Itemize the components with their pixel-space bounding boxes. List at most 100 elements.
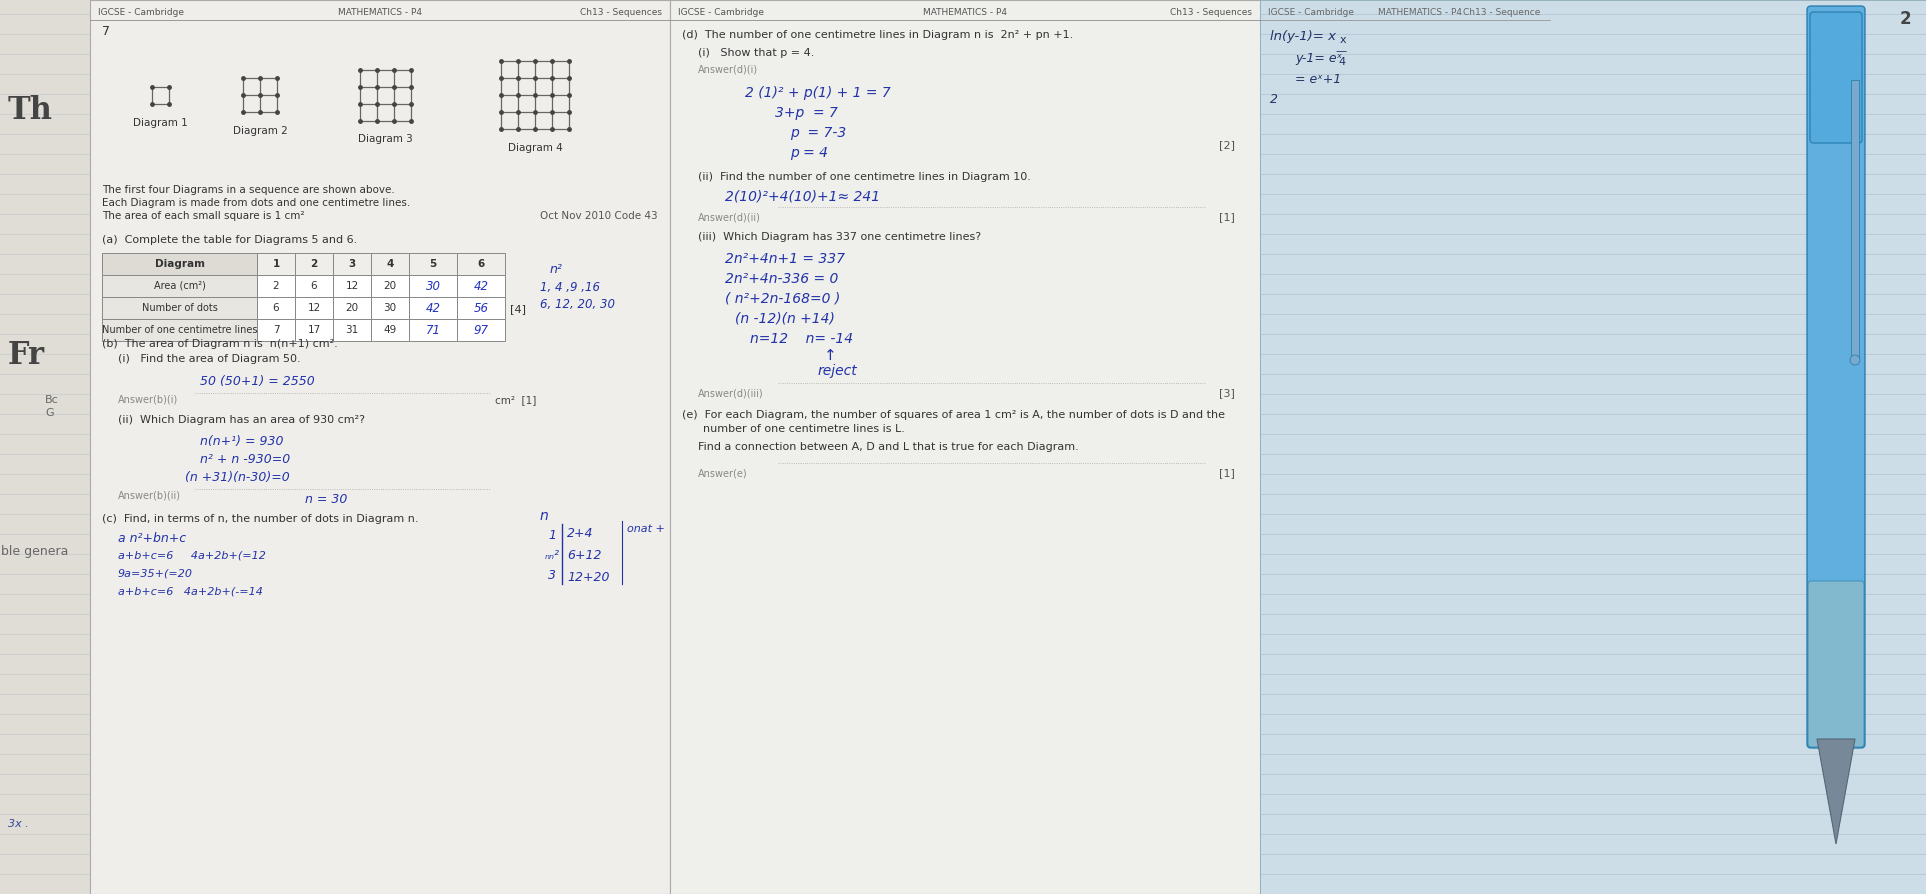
Bar [256, 275, 295, 297]
Text: (b)  The area of Diagram n is  n(n+1) cm².: (b) The area of Diagram n is n(n+1) cm². [102, 339, 337, 349]
Text: 20: 20 [345, 303, 358, 313]
Text: MATHEMATICS - P4: MATHEMATICS - P4 [1377, 8, 1462, 17]
Text: 42: 42 [474, 280, 489, 292]
Text: 3x .: 3x . [8, 819, 29, 829]
Text: Diagram 3: Diagram 3 [358, 134, 412, 145]
Text: IGCSE - Cambridge: IGCSE - Cambridge [1267, 8, 1354, 17]
Text: cm²  [1]: cm² [1] [495, 395, 535, 405]
Text: Bc: Bc [44, 395, 60, 405]
Text: 31: 31 [345, 325, 358, 335]
Text: 2+4: 2+4 [566, 527, 593, 540]
Text: Find a connection between A, D and L that is true for each Diagram.: Find a connection between A, D and L tha… [697, 442, 1079, 452]
Bar [456, 275, 505, 297]
Text: The first four Diagrams in a sequence are shown above.: The first four Diagrams in a sequence ar… [102, 185, 395, 195]
Text: 71: 71 [426, 324, 441, 336]
Bar [295, 253, 333, 275]
Text: Answer(d)(iii): Answer(d)(iii) [697, 388, 763, 398]
Text: (c)  Find, in terms of n, the number of dots in Diagram n.: (c) Find, in terms of n, the number of d… [102, 514, 418, 524]
Text: (n +31)(n-30)=0: (n +31)(n-30)=0 [185, 471, 289, 484]
Text: (ii)  Find the number of one centimetre lines in Diagram 10.: (ii) Find the number of one centimetre l… [697, 172, 1030, 182]
Text: 97: 97 [474, 324, 489, 336]
Text: Ch13 - Sequences: Ch13 - Sequences [580, 8, 663, 17]
Text: Answer(e): Answer(e) [697, 468, 747, 478]
Text: Number of dots: Number of dots [143, 303, 218, 313]
Text: 12: 12 [308, 303, 320, 313]
Text: n(n+¹) = 930: n(n+¹) = 930 [200, 435, 283, 448]
Text: IGCSE - Cambridge: IGCSE - Cambridge [678, 8, 765, 17]
Text: Diagram: Diagram [154, 259, 204, 269]
Bar [670, 0, 1260, 894]
Text: ↑: ↑ [824, 348, 836, 363]
Text: (ii)  Which Diagram has an area of 930 cm²?: (ii) Which Diagram has an area of 930 cm… [117, 415, 366, 425]
Text: (iii)  Which Diagram has 337 one centimetre lines?: (iii) Which Diagram has 337 one centimet… [697, 232, 980, 242]
Text: 12: 12 [345, 281, 358, 291]
Text: [1]: [1] [1219, 212, 1235, 222]
Text: n = 30: n = 30 [304, 493, 347, 506]
Text: (i)   Find the area of Diagram 50.: (i) Find the area of Diagram 50. [117, 354, 300, 364]
Text: 4: 4 [1339, 57, 1344, 67]
Text: 12+20: 12+20 [566, 571, 609, 584]
Text: [1]: [1] [1219, 468, 1235, 478]
Text: 2 (1)² + p(1) + 1 = 7: 2 (1)² + p(1) + 1 = 7 [745, 86, 890, 100]
Text: a n²+bn+c: a n²+bn+c [117, 532, 187, 545]
Bar [372, 297, 408, 319]
Text: Answer(d)(i): Answer(d)(i) [697, 64, 759, 74]
Text: Ch13 - Sequence: Ch13 - Sequence [1462, 8, 1541, 17]
Bar [102, 275, 256, 297]
Text: 2: 2 [1269, 93, 1279, 106]
Text: Answer(b)(ii): Answer(b)(ii) [117, 491, 181, 501]
Bar [102, 253, 256, 275]
Bar [295, 275, 333, 297]
Text: 2n²+4n+1 = 337: 2n²+4n+1 = 337 [724, 252, 846, 266]
Bar [333, 253, 372, 275]
Text: 3+p  = 7: 3+p = 7 [774, 106, 838, 120]
Bar [256, 253, 295, 275]
Text: Area (cm²): Area (cm²) [154, 281, 206, 291]
Text: Each Diagram is made from dots and one centimetre lines.: Each Diagram is made from dots and one c… [102, 198, 410, 208]
Polygon shape [1816, 739, 1855, 844]
Text: onat +: onat + [628, 524, 664, 534]
Text: Diagram 4: Diagram 4 [508, 143, 562, 153]
Text: 1: 1 [272, 259, 279, 269]
Text: reject: reject [819, 364, 857, 378]
Text: 30: 30 [426, 280, 441, 292]
Text: [3]: [3] [1219, 388, 1235, 398]
Text: 6+12: 6+12 [566, 549, 601, 562]
Text: 2(10)²+4(10)+1≈ 241: 2(10)²+4(10)+1≈ 241 [724, 190, 880, 204]
Text: 5: 5 [429, 259, 437, 269]
Bar [333, 319, 372, 341]
Text: Number of one centimetre lines: Number of one centimetre lines [102, 325, 258, 335]
Text: n²: n² [551, 263, 562, 276]
Bar [1260, 0, 1926, 894]
Text: 17: 17 [308, 325, 320, 335]
Bar [372, 275, 408, 297]
Text: Answer(b)(i): Answer(b)(i) [117, 395, 179, 405]
Text: 42: 42 [426, 301, 441, 315]
Text: p = 4: p = 4 [790, 146, 828, 160]
Text: = eˣ+1: = eˣ+1 [1294, 73, 1340, 86]
FancyBboxPatch shape [1810, 12, 1862, 143]
Text: Oct Nov 2010 Code 43: Oct Nov 2010 Code 43 [541, 211, 659, 221]
Bar [408, 275, 456, 297]
Bar [0, 0, 91, 894]
Text: Diagram 1: Diagram 1 [133, 117, 187, 128]
Bar [256, 297, 295, 319]
Text: 6: 6 [478, 259, 485, 269]
Text: 7: 7 [102, 25, 110, 38]
Text: 9a=35+(=20: 9a=35+(=20 [117, 569, 193, 579]
Text: 6: 6 [273, 303, 279, 313]
Text: 1: 1 [549, 529, 557, 542]
Text: MATHEMATICS - P4: MATHEMATICS - P4 [923, 8, 1007, 17]
Text: n: n [539, 509, 549, 523]
Bar [91, 0, 670, 894]
Text: p  = 7-3: p = 7-3 [790, 126, 846, 140]
Circle shape [1851, 355, 1861, 365]
Text: (d)  The number of one centimetre lines in Diagram n is  2n² + pn +1.: (d) The number of one centimetre lines i… [682, 30, 1073, 40]
Text: The area of each small square is 1 cm²: The area of each small square is 1 cm² [102, 211, 304, 221]
Text: 2: 2 [1899, 10, 1911, 28]
Text: (n -12)(n +14): (n -12)(n +14) [736, 312, 834, 326]
Bar [295, 319, 333, 341]
Text: IGCSE - Cambridge: IGCSE - Cambridge [98, 8, 185, 17]
Text: 2: 2 [273, 281, 279, 291]
Text: 20: 20 [383, 281, 397, 291]
